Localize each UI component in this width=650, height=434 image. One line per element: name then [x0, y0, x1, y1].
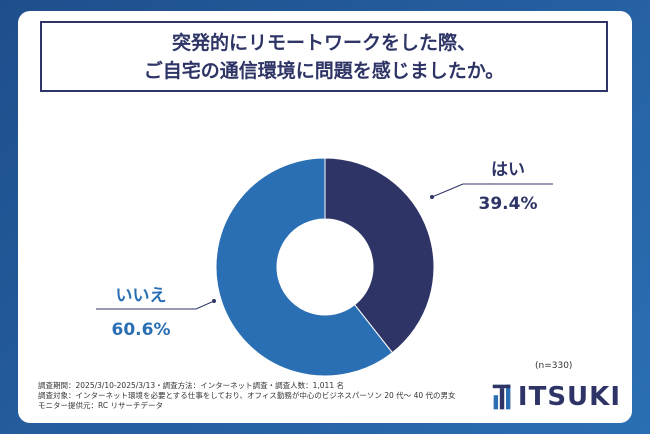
footnote-target: 調査対象：インターネット環境を必要とする仕事をしており、オフィス勤務が中心のビジ…: [38, 391, 456, 400]
itsuki-logo-text: ITSUKI: [517, 382, 621, 412]
slice-label-no: いいえ: [116, 286, 167, 306]
survey-footnote: 調査期間：2025/3/10-2025/3/13・調査方法：インターネット調査・…: [38, 381, 456, 411]
footnote-provider: モニター提供元：RC リサーチデータ: [38, 401, 163, 410]
chart-title-line-2: ご自宅の通信環境に問題を感じましたか。: [143, 59, 505, 82]
slice-value-no: 60.6%: [112, 320, 171, 340]
itsuki-logo: ITSUKI: [491, 379, 621, 415]
leader-dot-yes: [430, 195, 434, 199]
donut-slice-no: [215, 157, 394, 377]
chart-title-line-1: 突発的にリモートワークをした際、: [171, 31, 476, 54]
footnote-period: 調査期間：2025/3/10-2025/3/13・調査方法：インターネット調査・…: [38, 381, 344, 390]
sample-size-label: (n=330): [535, 361, 573, 371]
slice-label-yes: はい: [491, 160, 525, 180]
leader-line-no: [195, 300, 215, 310]
leader-line-yes: [431, 183, 464, 198]
survey-card: 突発的にリモートワークをした際、 ご自宅の通信環境に問題を感じましたか。 はい …: [18, 11, 632, 423]
donut-chart: はい 39.4% いいえ 60.6%: [96, 157, 553, 377]
leader-dot-no: [212, 299, 216, 303]
itsuki-logo-mark-icon: [492, 384, 511, 410]
donut-slice-yes: [324, 157, 435, 354]
slice-value-yes: 39.4%: [479, 194, 538, 214]
chart-title-box: 突発的にリモートワークをした際、 ご自宅の通信環境に問題を感じましたか。: [40, 21, 608, 92]
